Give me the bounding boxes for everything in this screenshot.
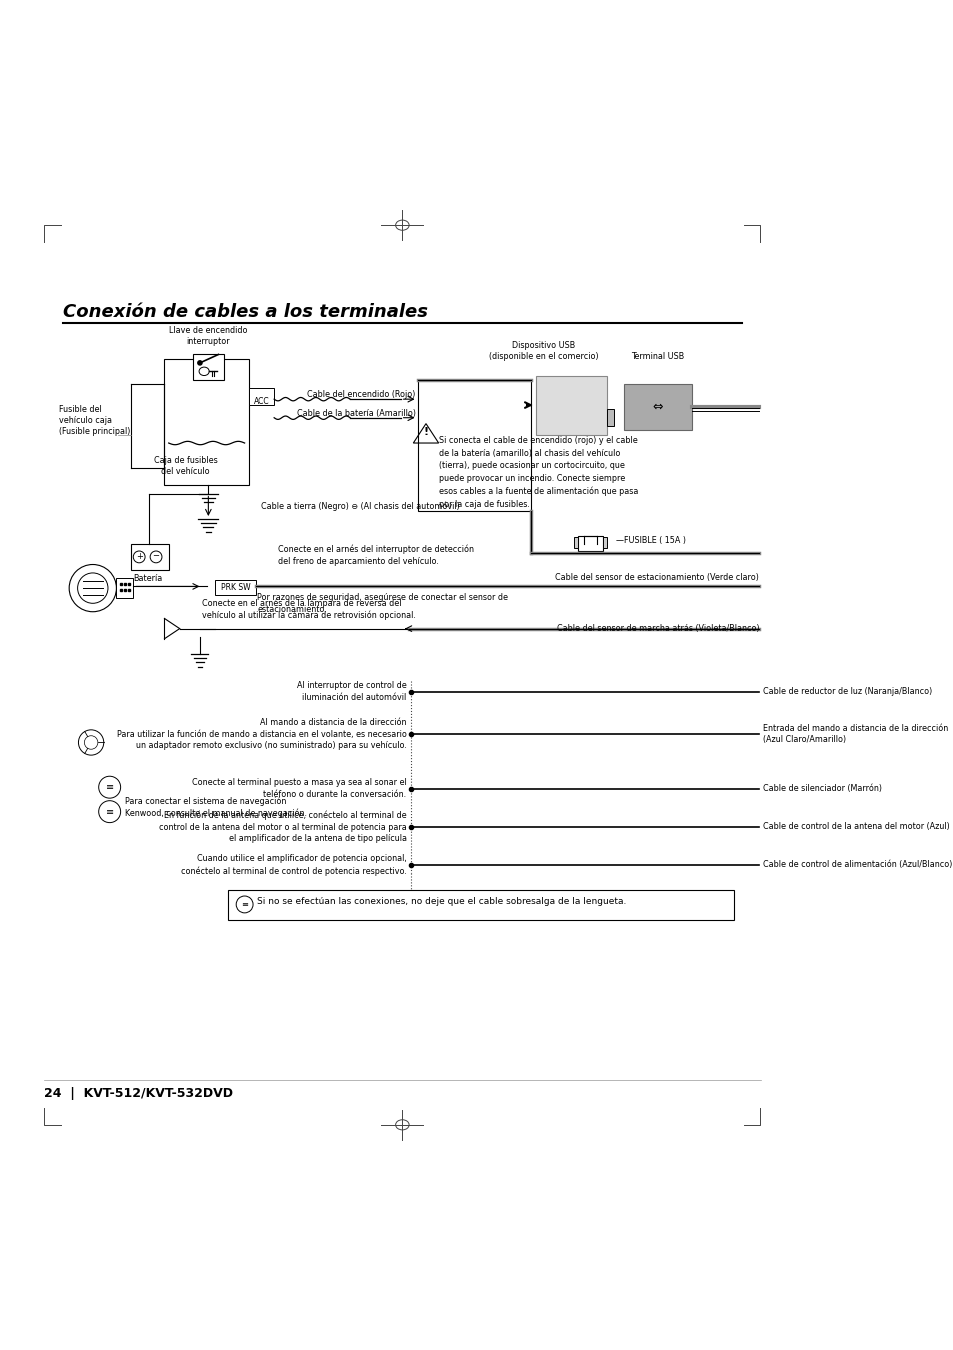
Bar	[535, 375, 607, 435]
Text: ≡: ≡	[106, 782, 113, 792]
Text: Cable del sensor de marcha atrás (Violeta/Blanco): Cable del sensor de marcha atrás (Violet…	[556, 624, 759, 633]
Text: Entrada del mando a distancia de la dirección
(Azul Claro/Amarillo): Entrada del mando a distancia de la dire…	[762, 724, 947, 744]
Text: Al mando a distancia de la dirección
Para utilizar la función de mando a distanc: Al mando a distancia de la dirección Par…	[116, 718, 406, 751]
Text: PRK SW: PRK SW	[220, 583, 250, 591]
Text: ≡: ≡	[106, 807, 113, 817]
Text: Por razones de seguridad, asegúrese de conectar el sensor de
estacionamiento.: Por razones de seguridad, asegúrese de c…	[257, 593, 508, 614]
Text: 24  |  KVT-512/KVT-532DVD: 24 | KVT-512/KVT-532DVD	[44, 1087, 233, 1100]
Bar	[573, 537, 578, 548]
Bar	[164, 359, 249, 485]
Bar	[116, 578, 133, 598]
Text: Cable de la batería (Amarillo): Cable de la batería (Amarillo)	[296, 409, 416, 418]
Text: Llave de encendido
interruptor: Llave de encendido interruptor	[169, 325, 248, 346]
Text: Cable del encendido (Rojo): Cable del encendido (Rojo)	[307, 390, 416, 400]
Text: !: !	[423, 427, 428, 437]
Text: Si no se efectúan las conexiones, no deje que el cable sobresalga de la lengueta: Si no se efectúan las conexiones, no dej…	[257, 898, 626, 906]
Text: ACC: ACC	[253, 397, 269, 405]
Bar	[602, 537, 607, 548]
Bar	[578, 536, 602, 551]
Text: —FUSIBLE ( 15A ): —FUSIBLE ( 15A )	[615, 536, 685, 544]
Text: Conecte en el arnés del interruptor de detección
del freno de aparcamiento del v: Conecte en el arnés del interruptor de d…	[278, 545, 474, 566]
Text: Cuando utilice el amplificador de potencia opcional,
conéctelo al terminal de co: Cuando utilice el amplificador de potenc…	[180, 855, 406, 876]
Text: Batería: Batería	[132, 574, 162, 583]
Text: −: −	[152, 552, 159, 560]
Bar	[214, 579, 255, 595]
Bar	[607, 409, 614, 427]
Text: Cable de control de alimentación (Azul/Blanco): Cable de control de alimentación (Azul/B…	[762, 860, 952, 869]
Text: +: +	[135, 552, 142, 560]
Text: Si conecta el cable de encendido (rojo) y el cable
de la batería (amarillo) al c: Si conecta el cable de encendido (rojo) …	[438, 436, 638, 509]
Text: En función de la antena que utilice, conéctelo al terminal de
control de la ante: En función de la antena que utilice, con…	[158, 810, 406, 844]
Text: ⇔: ⇔	[652, 400, 662, 413]
Bar	[193, 355, 223, 379]
Text: Conecte al terminal puesto a masa ya sea al sonar el
teléfono o durante la conve: Conecte al terminal puesto a masa ya sea…	[192, 779, 406, 799]
Bar	[623, 383, 691, 431]
Text: Conexión de cables a los terminales: Conexión de cables a los terminales	[63, 302, 428, 321]
Bar	[249, 389, 274, 405]
Text: Caja de fusibles
del vehículo: Caja de fusibles del vehículo	[153, 456, 217, 475]
Text: Cable de reductor de luz (Naranja/Blanco): Cable de reductor de luz (Naranja/Blanco…	[762, 687, 932, 697]
Text: Conecte en el arnés de la lámpara de reversa del
vehículo al utilizar la cámara : Conecte en el arnés de la lámpara de rev…	[202, 598, 416, 620]
Text: Cable a tierra (Negro) ⊖ (Al chasis del automóvil): Cable a tierra (Negro) ⊖ (Al chasis del …	[261, 502, 459, 512]
Text: ≡: ≡	[241, 900, 248, 909]
Text: Para conectar el sistema de navegación
Kenwood, consulte el manual de navegación: Para conectar el sistema de navegación K…	[125, 796, 307, 818]
Text: Terminal USB: Terminal USB	[631, 352, 684, 362]
Text: Cable de control de la antena del motor (Azul): Cable de control de la antena del motor …	[762, 822, 949, 832]
Text: Fusible del
vehículo caja
(Fusible principal): Fusible del vehículo caja (Fusible princ…	[59, 405, 131, 436]
Bar	[228, 890, 733, 919]
Text: Cable del sensor de estacionamiento (Verde claro): Cable del sensor de estacionamiento (Ver…	[555, 574, 759, 582]
Bar	[417, 379, 531, 510]
Text: Cable de silenciador (Marrón): Cable de silenciador (Marrón)	[762, 784, 882, 794]
Circle shape	[197, 360, 202, 365]
Text: Dispositivo USB
(disponible en el comercio): Dispositivo USB (disponible en el comerc…	[489, 342, 598, 362]
Text: Al interruptor de control de
iluminación del automóvil: Al interruptor de control de iluminación…	[296, 682, 406, 702]
Bar	[131, 544, 169, 570]
